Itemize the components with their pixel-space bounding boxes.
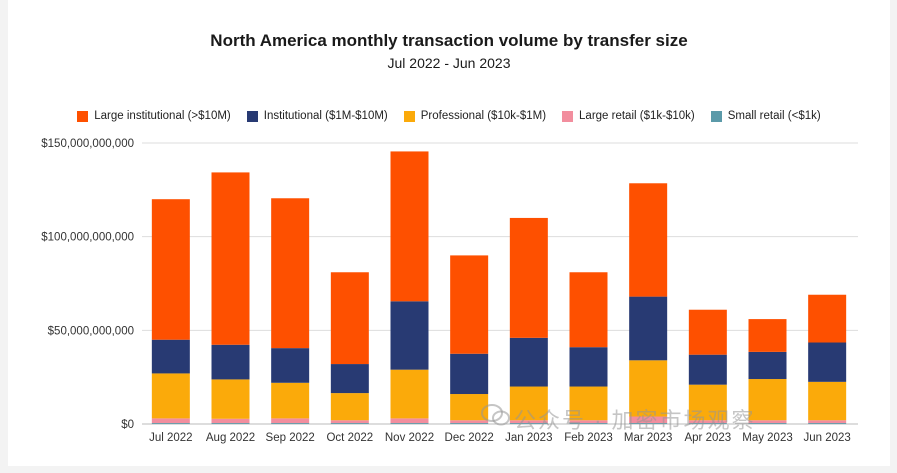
legend-swatch bbox=[77, 110, 89, 122]
bar-segment[interactable] bbox=[509, 217, 548, 338]
legend-swatch bbox=[562, 110, 574, 122]
chart-subtitle: Jul 2022 - Jun 2023 bbox=[387, 55, 511, 71]
bar-segment[interactable] bbox=[330, 393, 369, 421]
legend-label: Professional ($10k-$1M) bbox=[420, 110, 547, 122]
bar-segment[interactable] bbox=[808, 423, 847, 424]
bar-segment[interactable] bbox=[211, 423, 250, 424]
x-tick-label: Apr 2023 bbox=[684, 432, 731, 444]
bar-segment[interactable] bbox=[808, 420, 847, 424]
bar-segment[interactable] bbox=[330, 272, 369, 365]
bar-segment[interactable] bbox=[569, 386, 608, 421]
bar-segment[interactable] bbox=[509, 423, 548, 424]
bar-segment[interactable] bbox=[271, 418, 310, 424]
bar-segment[interactable] bbox=[509, 386, 548, 421]
bar-segment[interactable] bbox=[450, 420, 489, 424]
x-tick-label: Jan 2023 bbox=[505, 432, 552, 444]
bar-segment[interactable] bbox=[748, 423, 787, 424]
legend-item[interactable]: Large retail ($1k-$10k) bbox=[562, 110, 695, 122]
bar-segment[interactable] bbox=[151, 373, 190, 419]
bar-segment[interactable] bbox=[688, 354, 727, 385]
bar-segment[interactable] bbox=[688, 420, 727, 424]
bar-segment[interactable] bbox=[688, 309, 727, 355]
y-tick-label: $0 bbox=[121, 419, 134, 431]
bar-segment[interactable] bbox=[808, 342, 847, 382]
x-tick-label: Dec 2022 bbox=[445, 432, 494, 444]
x-tick-label: Aug 2022 bbox=[206, 432, 255, 444]
legend-item[interactable]: Institutional ($1M-$10M) bbox=[246, 110, 388, 122]
bar-segment[interactable] bbox=[748, 420, 787, 424]
bar-segment[interactable] bbox=[151, 418, 190, 424]
bar-segment[interactable] bbox=[271, 382, 310, 419]
bar-segment[interactable] bbox=[629, 183, 668, 297]
bar-segment[interactable] bbox=[688, 423, 727, 424]
bar-segment[interactable] bbox=[509, 420, 548, 424]
bar-segment[interactable] bbox=[748, 379, 787, 421]
bar-segment[interactable] bbox=[629, 416, 668, 424]
bar-segment[interactable] bbox=[390, 423, 429, 424]
bar-segment[interactable] bbox=[450, 353, 489, 395]
bar-segment[interactable] bbox=[688, 384, 727, 421]
x-tick-label: Feb 2023 bbox=[564, 432, 613, 444]
bar-segment[interactable] bbox=[569, 347, 608, 387]
chart-legend: Large institutional (>$10M) Institutional… bbox=[8, 110, 890, 122]
legend-swatch bbox=[246, 110, 258, 122]
x-tick-label: Nov 2022 bbox=[385, 432, 434, 444]
bar-segment[interactable] bbox=[748, 351, 787, 380]
chart-title: North America monthly transaction volume… bbox=[210, 31, 688, 50]
x-tick-label: Sep 2022 bbox=[266, 432, 315, 444]
bar-segment[interactable] bbox=[151, 423, 190, 424]
legend-item[interactable]: Large institutional (>$10M) bbox=[77, 110, 231, 122]
legend-item[interactable]: Small retail (<$1k) bbox=[710, 110, 821, 122]
bar-segment[interactable] bbox=[271, 198, 310, 349]
bar-segment[interactable] bbox=[390, 369, 429, 419]
x-tick-label: Oct 2022 bbox=[326, 432, 373, 444]
x-tick-label: Mar 2023 bbox=[624, 432, 673, 444]
legend-label: Institutional ($1M-$10M) bbox=[263, 110, 388, 122]
legend-swatch bbox=[403, 110, 415, 122]
bar-segment[interactable] bbox=[569, 420, 608, 424]
bar-segment[interactable] bbox=[390, 301, 429, 370]
wechat-icon bbox=[481, 404, 510, 426]
bar-segment[interactable] bbox=[151, 339, 190, 374]
bar-segment[interactable] bbox=[629, 360, 668, 417]
x-tick-label: Jul 2022 bbox=[149, 432, 192, 444]
bar-segment[interactable] bbox=[330, 420, 369, 424]
bar-segment[interactable] bbox=[390, 151, 429, 302]
bar-segment[interactable] bbox=[509, 337, 548, 387]
legend-swatch bbox=[710, 110, 722, 122]
watermark-text: 公众号 · 加密市场观察 bbox=[514, 408, 756, 433]
y-tick-label: $100,000,000,000 bbox=[41, 232, 134, 244]
y-tick-label: $50,000,000,000 bbox=[48, 325, 134, 337]
legend-label: Large institutional (>$10M) bbox=[94, 110, 231, 122]
bar-segment[interactable] bbox=[748, 319, 787, 352]
bar-segment[interactable] bbox=[211, 418, 250, 424]
bar-segment[interactable] bbox=[151, 199, 190, 340]
bar-segment[interactable] bbox=[271, 423, 310, 424]
bar-segment[interactable] bbox=[330, 423, 369, 424]
bar-segment[interactable] bbox=[569, 272, 608, 348]
bar-segment[interactable] bbox=[808, 381, 847, 421]
bar-segment[interactable] bbox=[211, 172, 250, 345]
bar-segment[interactable] bbox=[629, 423, 668, 424]
bar-segment[interactable] bbox=[271, 348, 310, 383]
legend-item[interactable]: Professional ($10k-$1M) bbox=[403, 110, 547, 122]
bar-segment[interactable] bbox=[211, 379, 250, 419]
x-tick-label: Jun 2023 bbox=[804, 432, 851, 444]
bar-segment[interactable] bbox=[390, 418, 429, 424]
x-tick-label: May 2023 bbox=[742, 432, 793, 444]
bar-segment[interactable] bbox=[569, 423, 608, 424]
bar-segment[interactable] bbox=[330, 364, 369, 394]
bar-segment[interactable] bbox=[450, 423, 489, 424]
bar-segment[interactable] bbox=[808, 294, 847, 343]
bar-segment[interactable] bbox=[629, 296, 668, 361]
legend-label: Small retail (<$1k) bbox=[727, 110, 821, 122]
legend-label: Large retail ($1k-$10k) bbox=[579, 110, 695, 122]
bar-segment[interactable] bbox=[211, 344, 250, 380]
y-tick-label: $150,000,000,000 bbox=[41, 138, 134, 150]
bar-segment[interactable] bbox=[450, 255, 489, 354]
